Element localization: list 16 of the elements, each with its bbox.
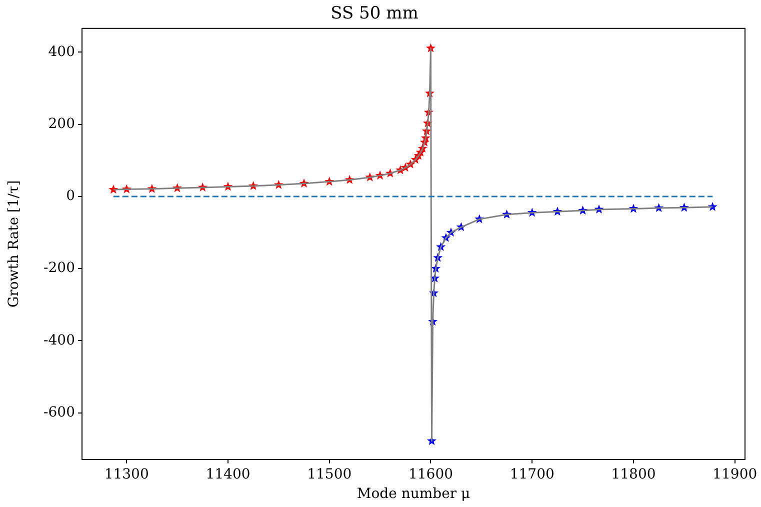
chart-title: SS 50 mm bbox=[330, 4, 418, 24]
x-tick-label: 11700 bbox=[510, 466, 554, 482]
y-tick-label: 0 bbox=[66, 188, 75, 204]
y-tick-label: -400 bbox=[44, 332, 75, 348]
x-tick-label: 11300 bbox=[104, 466, 149, 482]
y-axis-title: Growth Rate [1/τ] bbox=[6, 180, 22, 308]
x-tick-label: 11800 bbox=[611, 466, 656, 482]
x-tick-label: 11400 bbox=[206, 466, 250, 482]
y-tick-label: 200 bbox=[48, 116, 75, 132]
x-tick-label: 11900 bbox=[712, 466, 758, 482]
y-tick-label: -200 bbox=[44, 260, 75, 276]
x-axis-title: Mode number μ bbox=[356, 486, 470, 502]
y-tick-label: -600 bbox=[44, 404, 75, 421]
y-tick-label: 400 bbox=[48, 44, 75, 60]
x-tick-label: 11600 bbox=[408, 466, 454, 482]
x-tick-label: 11500 bbox=[307, 466, 352, 482]
